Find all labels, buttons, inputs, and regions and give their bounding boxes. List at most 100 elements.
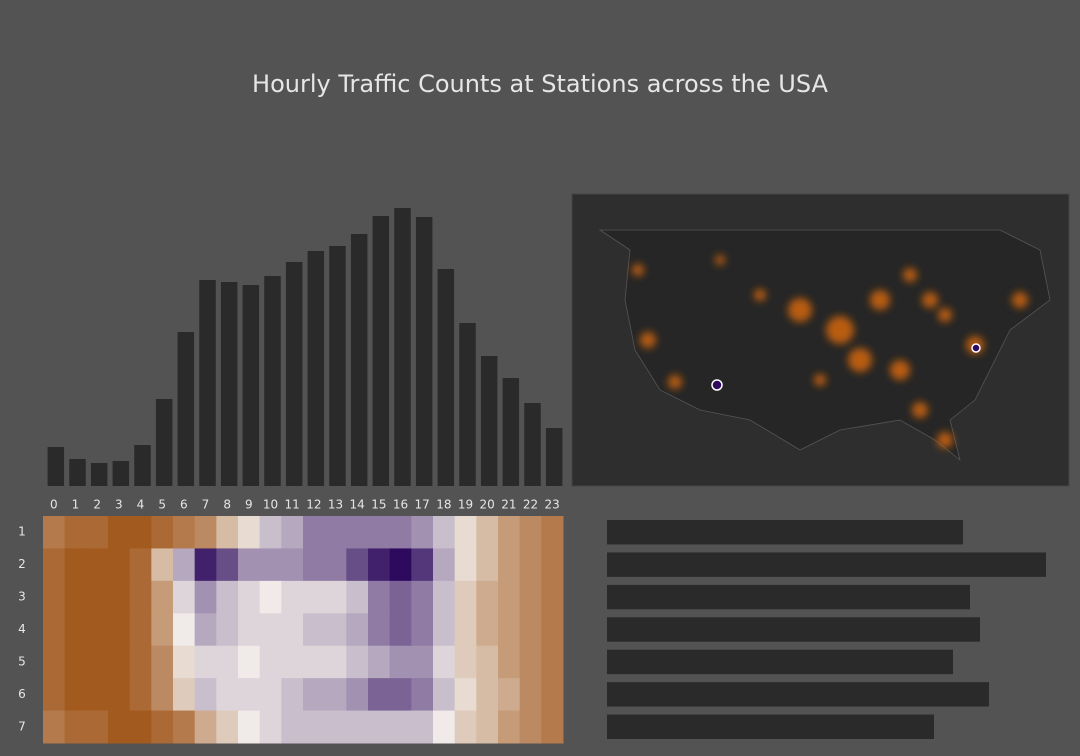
heat-cell [519, 580, 542, 614]
heat-cell [541, 580, 564, 614]
x-tick-label: 19 [458, 498, 473, 512]
heat-cell [303, 580, 326, 614]
heat-cell [129, 516, 152, 549]
heat-cell [476, 710, 499, 744]
heat-cell [64, 710, 87, 744]
x-tick-label: 9 [245, 498, 253, 512]
heat-cell [129, 645, 152, 679]
heat-cell [389, 516, 412, 549]
map-point [711, 379, 723, 391]
heat-cell [281, 613, 304, 647]
heat-cell [411, 613, 434, 647]
heat-cell [108, 580, 131, 614]
heat-cell [433, 516, 456, 549]
heat-cell [216, 645, 239, 679]
heat-cell [303, 613, 326, 647]
x-tick-label: 23 [545, 498, 560, 512]
heat-cell [151, 548, 174, 582]
title: Hourly Traffic Counts at Stations across… [252, 70, 828, 98]
heat-cell [368, 516, 391, 549]
map-land [598, 229, 1051, 462]
x-tick-label: 15 [371, 498, 386, 512]
heat-cell [324, 710, 347, 744]
heat-cell [216, 580, 239, 614]
heat-cell [194, 678, 217, 712]
heat-cell [108, 645, 131, 679]
x-tick-label: 11 [285, 498, 300, 512]
heat-cell [454, 678, 477, 712]
heat-cell [238, 678, 261, 712]
heat-cell [303, 710, 326, 744]
heat-cell [108, 710, 131, 744]
x-tick-label: 4 [137, 498, 145, 512]
bar [69, 459, 86, 486]
x-tick-label: 13 [328, 498, 343, 512]
x-tick-label: 16 [393, 498, 408, 512]
bar [155, 399, 173, 486]
heat-cell [411, 710, 434, 744]
heat-cell [281, 580, 304, 614]
x-tick-label: 1 [72, 498, 80, 512]
bar [177, 332, 195, 486]
heat-cell [194, 516, 217, 549]
heat-cell [64, 548, 87, 582]
x-tick-label: 3 [115, 498, 123, 512]
x-tick-label: 18 [436, 498, 451, 512]
heat-cell [368, 580, 391, 614]
heat-cell [238, 548, 261, 582]
bar [607, 649, 953, 675]
heat-cell [368, 548, 391, 582]
x-tick-label: 14 [350, 498, 365, 512]
bar [415, 217, 433, 486]
heat-cell [43, 678, 66, 712]
heat-cell [64, 678, 87, 712]
map-glow [632, 255, 1028, 448]
heat-cell [86, 516, 109, 549]
heat-cell [411, 645, 434, 679]
x-tick-label: 7 [202, 498, 210, 512]
x-tick-label: 10 [263, 498, 278, 512]
heat-cell [389, 613, 412, 647]
heat-cell [216, 678, 239, 712]
heat-cell [86, 645, 109, 679]
heat-cell [281, 548, 304, 582]
heat-cell [433, 645, 456, 679]
heat-cell [541, 613, 564, 647]
heat-cell [238, 580, 261, 614]
heat-cell [238, 710, 261, 744]
heat-cell [281, 645, 304, 679]
heat-cell [281, 710, 304, 744]
heat-cell [454, 580, 477, 614]
heat-cell [346, 710, 369, 744]
bar [437, 269, 455, 486]
heat-cell [43, 516, 66, 549]
bar [329, 246, 346, 486]
heat-cell [498, 548, 521, 582]
heat-cell [259, 678, 282, 712]
heat-cell [476, 580, 499, 614]
map-point [971, 343, 981, 353]
y-tick-label: 5 [18, 654, 26, 668]
heat-cell [108, 548, 131, 582]
heat-cell [519, 678, 542, 712]
heat-cell [324, 613, 347, 647]
heat-cell [151, 580, 174, 614]
heat-cell [498, 678, 521, 712]
heat-cell [151, 710, 174, 744]
heat-cell [433, 678, 456, 712]
bar [459, 323, 476, 486]
heat-cell [519, 645, 542, 679]
heat-cell [43, 710, 66, 744]
heat-cell [519, 516, 542, 549]
heat-cell [498, 516, 521, 549]
x-tick-label: 12 [306, 498, 321, 512]
heat-cell [281, 678, 304, 712]
bar [394, 208, 411, 486]
heat-cell [411, 548, 434, 582]
x-tick-label: 21 [501, 498, 516, 512]
heat-cell [454, 548, 477, 582]
heat-cell [324, 678, 347, 712]
heat-cell [259, 548, 282, 582]
